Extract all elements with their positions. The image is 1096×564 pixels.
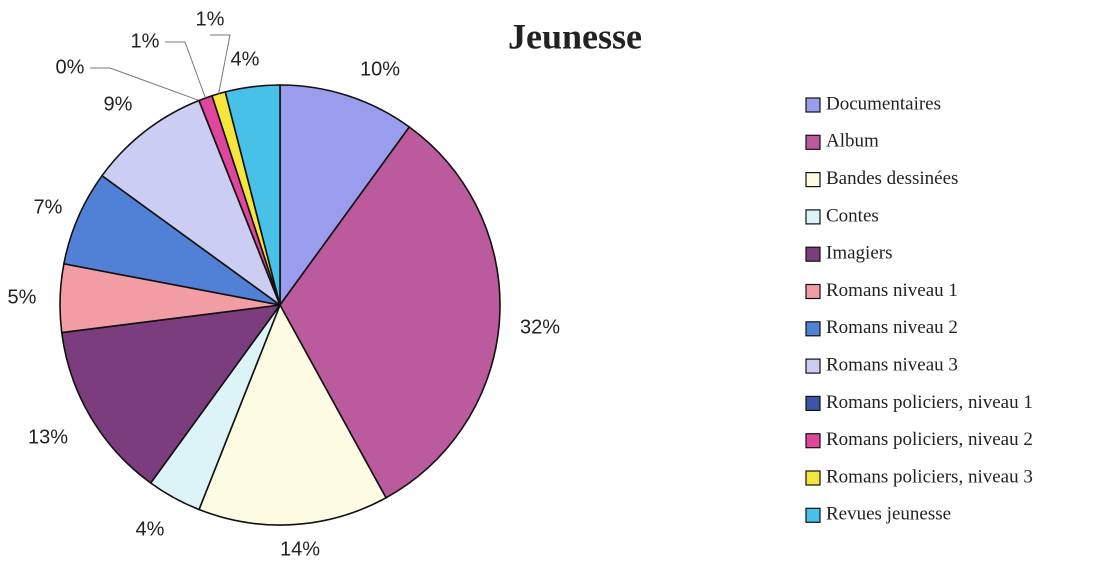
- legend-swatch: [805, 358, 821, 374]
- data-label: 5%: [8, 286, 37, 308]
- legend-swatch: [805, 246, 821, 262]
- data-label: 14%: [280, 538, 320, 560]
- legend-label: Romans policiers, niveau 1: [826, 392, 1033, 413]
- data-label: 0%: [56, 56, 85, 78]
- legend-label: Romans policiers, niveau 3: [826, 466, 1033, 487]
- data-label: 4%: [136, 518, 165, 540]
- legend-label: Contes: [826, 205, 879, 226]
- legend-swatch: [805, 433, 821, 449]
- data-label: 10%: [360, 58, 400, 80]
- legend-swatch: [805, 134, 821, 150]
- pie-slice: [279, 84, 411, 308]
- legend-swatch: [805, 97, 821, 113]
- legend-swatch: [805, 321, 821, 337]
- legend-swatch: [805, 172, 821, 188]
- chart-title: Jeunesse: [508, 16, 642, 56]
- pie-slice: [224, 84, 281, 306]
- data-label: 1%: [196, 8, 225, 30]
- data-label: 32%: [520, 316, 560, 338]
- leader-line: [90, 67, 200, 101]
- leader-line: [165, 41, 206, 99]
- legend-label: Album: [826, 131, 879, 152]
- leader-line: [210, 34, 231, 94]
- legend-swatch: [805, 283, 821, 300]
- data-label: 9%: [104, 93, 133, 115]
- data-label: 1%: [131, 30, 160, 52]
- legend-label: Romans niveau 1: [826, 280, 958, 301]
- legend-label: Imagiers: [826, 243, 892, 264]
- data-label: 13%: [28, 426, 68, 448]
- legend-swatch: [805, 209, 821, 225]
- legend-label: Romans niveau 3: [826, 354, 958, 375]
- pie-slice: [279, 125, 501, 499]
- legend-label: Revues jeunesse: [826, 504, 951, 525]
- legend-label: Bandes dessinées: [826, 168, 958, 189]
- legend-label: Documentaires: [826, 93, 941, 114]
- data-label: 4%: [231, 48, 260, 70]
- pie-slice: [100, 99, 282, 308]
- legend-label: Romans policiers, niveau 2: [826, 429, 1033, 450]
- data-label: 7%: [34, 196, 63, 218]
- pie-slice: [197, 303, 388, 526]
- pie-slice: [60, 303, 282, 485]
- legend-swatch: [805, 395, 821, 411]
- legend-swatch: [805, 470, 821, 486]
- legend-swatch: [805, 507, 821, 523]
- legend-label: Romans niveau 2: [826, 317, 958, 338]
